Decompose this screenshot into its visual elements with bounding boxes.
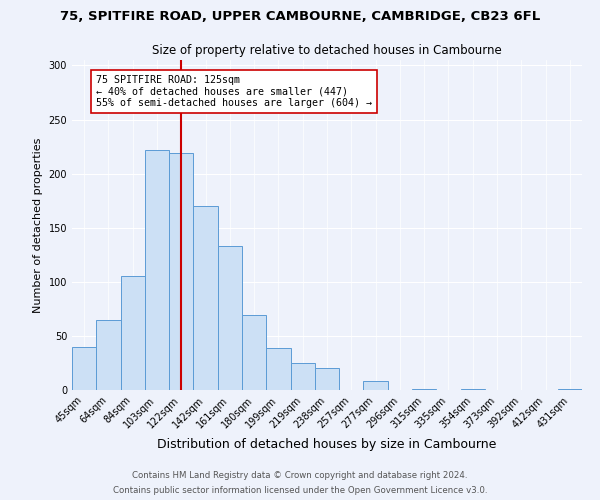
Bar [461,389,485,390]
Bar [412,389,436,390]
Bar [364,382,388,390]
Title: Size of property relative to detached houses in Cambourne: Size of property relative to detached ho… [152,44,502,58]
Bar [266,348,290,390]
Bar [290,363,315,390]
X-axis label: Distribution of detached houses by size in Cambourne: Distribution of detached houses by size … [157,438,497,451]
Bar [145,150,169,390]
Bar [121,276,145,390]
Bar [558,389,582,390]
Bar [72,346,96,390]
Text: Contains public sector information licensed under the Open Government Licence v3: Contains public sector information licen… [113,486,487,495]
Bar [315,368,339,390]
Bar [169,153,193,390]
Bar [193,206,218,390]
Bar [96,320,121,390]
Bar [242,316,266,390]
Text: 75 SPITFIRE ROAD: 125sqm
← 40% of detached houses are smaller (447)
55% of semi-: 75 SPITFIRE ROAD: 125sqm ← 40% of detach… [96,75,372,108]
Bar [218,246,242,390]
Text: 75, SPITFIRE ROAD, UPPER CAMBOURNE, CAMBRIDGE, CB23 6FL: 75, SPITFIRE ROAD, UPPER CAMBOURNE, CAMB… [60,10,540,23]
Text: Contains HM Land Registry data © Crown copyright and database right 2024.: Contains HM Land Registry data © Crown c… [132,471,468,480]
Y-axis label: Number of detached properties: Number of detached properties [33,138,43,312]
